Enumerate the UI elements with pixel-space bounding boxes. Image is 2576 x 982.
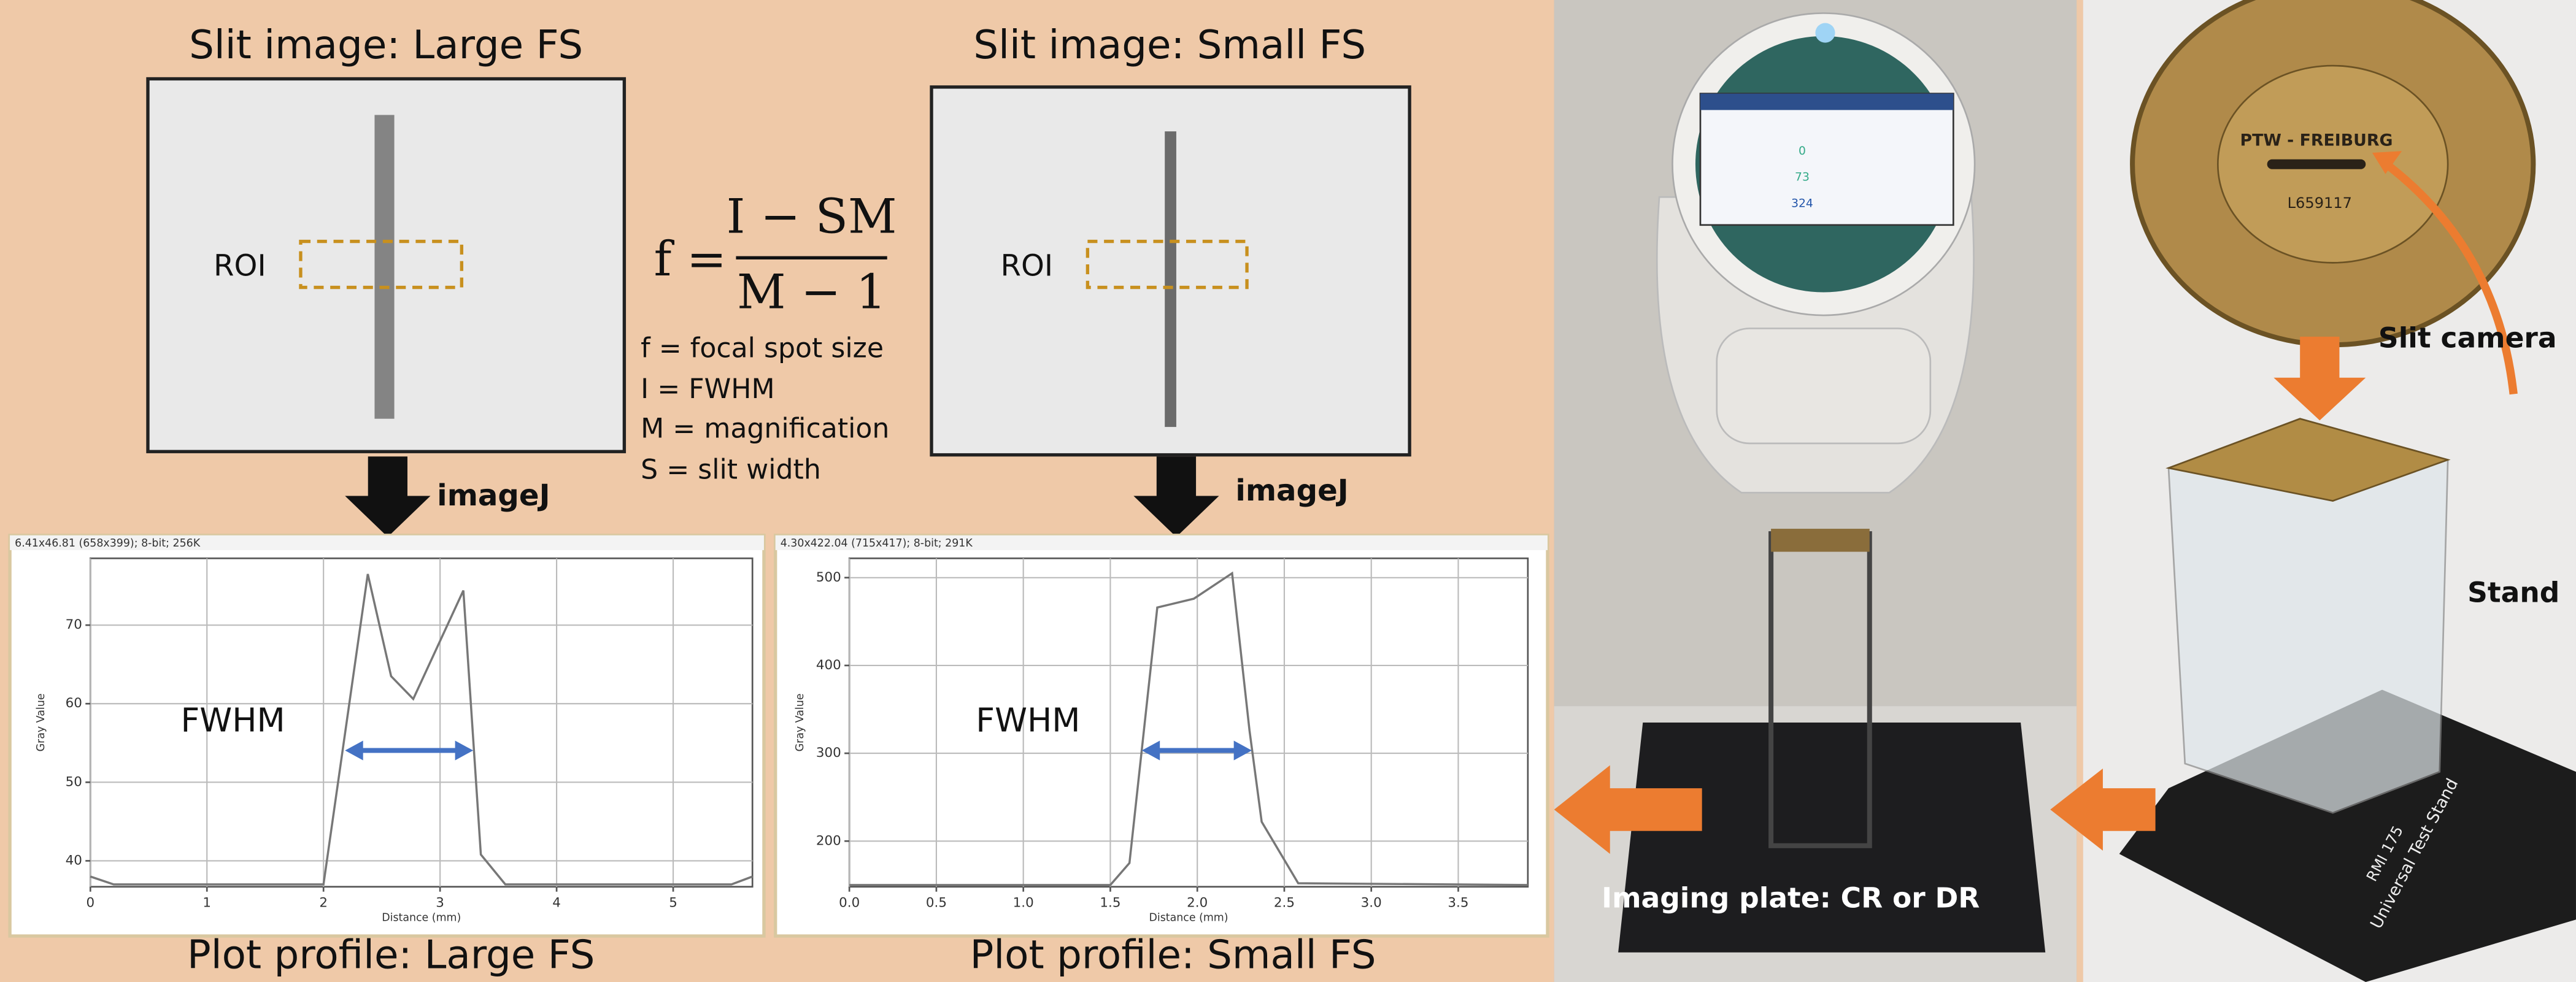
x-tick-label: 3.0 [1361,895,1382,910]
definition: f = focal spot size [641,332,884,364]
x-tick-label: 2.5 [1274,895,1295,910]
y-tick-label: 60 [66,696,82,711]
y-axis-label: Gray Value [794,694,806,752]
plot-caption: Plot profile: Large FS [187,932,595,978]
x-tick-label: 3.5 [1448,895,1468,910]
photo-label: Imaging plate: CR or DR [1602,882,1980,915]
engraving: L659117 [2288,194,2352,212]
figure: Slit image: Large FS ROI Slit image: Sma… [0,0,2576,982]
stand-top [1771,529,1870,551]
y-tick-label: 70 [66,617,82,632]
slit [2267,159,2366,169]
slit-title: Slit image: Large FS [189,22,583,68]
fwhm-label: FWHM [976,701,1080,740]
definition: I = FWHM [641,374,774,405]
y-tick-label: 500 [816,570,841,585]
screen-bar [1700,94,1953,110]
formula-denominator: M − 1 [737,264,886,320]
formula-lhs: f = [654,232,727,287]
fwhm-label: FWHM [181,701,285,740]
x-tick-label: 3 [436,895,444,910]
formula-numerator: I − SM [727,189,897,244]
plot-header: 4.30x422.04 (715x417); 8-bit; 291K [781,537,973,550]
screen-value: 324 [1791,197,1813,210]
device-housing [1717,328,1930,443]
plot-header: 6.41x46.81 (658x399); 8-bit; 256K [15,537,201,550]
imaging-plate [1618,723,2045,953]
engraving: PTW - FREIBURG [2240,131,2393,150]
y-axis-label: Gray Value [35,694,47,752]
roi-label: ROI [214,248,266,283]
status-light [1815,23,1835,42]
slit-title: Slit image: Small FS [973,22,1366,68]
plot-caption: Plot profile: Small FS [970,932,1376,978]
device-screen [1700,94,1953,225]
x-tick-label: 1 [202,895,211,910]
slit-stripe [1165,131,1176,427]
x-axis-label: Distance (mm) [1149,912,1228,924]
x-tick-label: 0 [86,895,94,910]
x-tick-label: 1.5 [1100,895,1120,910]
definition: M = magnification [641,413,889,444]
x-tick-label: 0.5 [926,895,947,910]
definition: S = slit width [641,454,821,485]
tool-label: imageJ [437,478,550,513]
tool-label: imageJ [1235,474,1348,508]
plot-area [849,558,1528,886]
y-tick-label: 40 [66,853,82,868]
y-tick-label: 300 [816,745,841,761]
x-tick-label: 4 [552,895,561,910]
x-tick-label: 5 [669,895,677,910]
y-tick-label: 50 [66,774,82,789]
photo-label: Stand [2467,577,2559,609]
roi-label: ROI [1000,248,1053,283]
x-tick-label: 1.0 [1013,895,1034,910]
x-tick-label: 2 [319,895,328,910]
screen-value: 0 [1799,145,1806,158]
photo-label: Slit camera [2378,322,2557,355]
plots: 6.41x46.81 (658x399); 8-bit; 256K 0 1 2 3 4 5 4… [10,535,1548,978]
x-tick-label: 2.0 [1187,895,1208,910]
y-tick-label: 200 [816,833,841,848]
x-axis-label: Distance (mm) [382,912,461,924]
slit-stripe [374,115,394,418]
x-tick-label: 0.0 [839,895,860,910]
screen-value: 73 [1795,171,1810,184]
y-tick-label: 400 [816,658,841,673]
